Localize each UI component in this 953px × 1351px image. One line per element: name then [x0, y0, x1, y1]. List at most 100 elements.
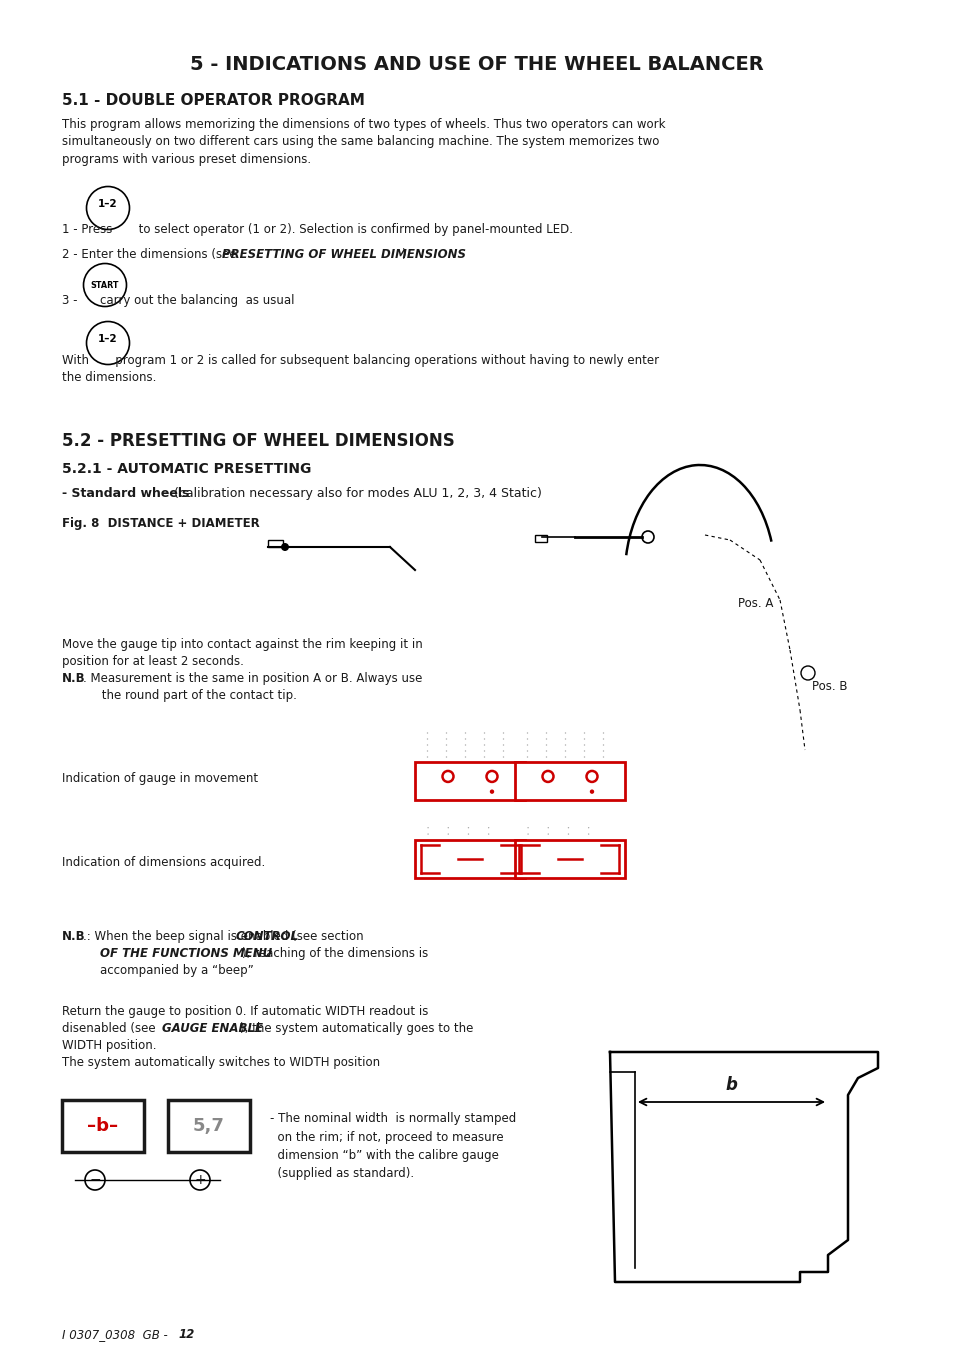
Circle shape — [545, 732, 547, 734]
Circle shape — [502, 732, 504, 734]
Circle shape — [447, 840, 449, 842]
FancyBboxPatch shape — [515, 762, 624, 800]
Text: Fig. 8  DISTANCE + DIAMETER: Fig. 8 DISTANCE + DIAMETER — [62, 517, 259, 530]
FancyBboxPatch shape — [415, 762, 524, 800]
Circle shape — [85, 1170, 105, 1190]
Circle shape — [564, 744, 566, 746]
Circle shape — [487, 827, 489, 828]
Circle shape — [583, 757, 584, 758]
Circle shape — [547, 827, 548, 828]
Circle shape — [564, 757, 566, 758]
FancyBboxPatch shape — [515, 840, 624, 878]
Circle shape — [545, 757, 547, 758]
Circle shape — [483, 732, 485, 734]
Circle shape — [587, 827, 589, 828]
Circle shape — [467, 846, 469, 847]
Circle shape — [447, 834, 449, 835]
Circle shape — [602, 732, 603, 734]
Text: 5.2.1 - AUTOMATIC PRESETTING: 5.2.1 - AUTOMATIC PRESETTING — [62, 462, 311, 476]
Circle shape — [445, 750, 447, 751]
Text: 3 -      carry out the balancing  as usual: 3 - carry out the balancing as usual — [62, 295, 294, 307]
Circle shape — [427, 827, 428, 828]
Text: –b–: –b– — [88, 1117, 118, 1135]
Text: disenabled (see: disenabled (see — [62, 1021, 159, 1035]
Circle shape — [483, 738, 485, 740]
Text: −: − — [89, 1173, 101, 1188]
Text: +: + — [194, 1173, 206, 1188]
Circle shape — [487, 834, 489, 835]
Text: 5.2 - PRESETTING OF WHEEL DIMENSIONS: 5.2 - PRESETTING OF WHEEL DIMENSIONS — [62, 432, 455, 450]
Circle shape — [547, 840, 548, 842]
Circle shape — [467, 840, 469, 842]
Circle shape — [489, 789, 494, 794]
Circle shape — [545, 738, 547, 740]
Text: Return the gauge to position 0. If automatic WIDTH readout is: Return the gauge to position 0. If autom… — [62, 1005, 428, 1019]
Text: 1 - Press       to select operator (1 or 2). Selection is confirmed by panel-mou: 1 - Press to select operator (1 or 2). S… — [62, 223, 573, 236]
Text: With       program 1 or 2 is called for subsequent balancing operations without : With program 1 or 2 is called for subseq… — [62, 354, 659, 367]
Circle shape — [526, 744, 528, 746]
Circle shape — [602, 750, 603, 751]
Text: Pos. B: Pos. B — [811, 680, 846, 693]
Circle shape — [583, 744, 584, 746]
Text: ), the system automatically goes to the: ), the system automatically goes to the — [240, 1021, 473, 1035]
Text: PRESETTING OF WHEEL DIMENSIONS: PRESETTING OF WHEEL DIMENSIONS — [222, 249, 465, 261]
Circle shape — [527, 827, 528, 828]
Text: The system automatically switches to WIDTH position: The system automatically switches to WID… — [62, 1056, 379, 1069]
Text: OF THE FUNCTIONS MENU: OF THE FUNCTIONS MENU — [100, 947, 272, 961]
Circle shape — [567, 827, 569, 828]
FancyBboxPatch shape — [268, 540, 283, 547]
Text: the dimensions.: the dimensions. — [62, 372, 156, 384]
Circle shape — [587, 846, 589, 847]
Circle shape — [467, 827, 469, 828]
Text: Indication of dimensions acquired.: Indication of dimensions acquired. — [62, 857, 265, 869]
Circle shape — [190, 1170, 210, 1190]
Text: N.B: N.B — [62, 671, 86, 685]
Circle shape — [502, 750, 504, 751]
Circle shape — [583, 732, 584, 734]
Text: 5.1 - DOUBLE OPERATOR PROGRAM: 5.1 - DOUBLE OPERATOR PROGRAM — [62, 93, 364, 108]
Text: START: START — [91, 281, 119, 289]
Text: 1–2: 1–2 — [98, 334, 117, 345]
FancyBboxPatch shape — [168, 1100, 250, 1152]
Text: ), reaching of the dimensions is: ), reaching of the dimensions is — [242, 947, 428, 961]
Circle shape — [426, 738, 428, 740]
Text: 5,7: 5,7 — [193, 1117, 225, 1135]
Text: Move the gauge tip into contact against the rim keeping it in: Move the gauge tip into contact against … — [62, 638, 422, 651]
Circle shape — [464, 744, 466, 746]
Text: - The nominal width  is normally stamped
  on the rim; if not, proceed to measur: - The nominal width is normally stamped … — [270, 1112, 516, 1181]
Circle shape — [583, 738, 584, 740]
Text: N.B: N.B — [62, 929, 86, 943]
Circle shape — [464, 757, 466, 758]
Circle shape — [526, 738, 528, 740]
Text: . Measurement is the same in position A or B. Always use: . Measurement is the same in position A … — [83, 671, 422, 685]
Text: WIDTH position.: WIDTH position. — [62, 1039, 156, 1052]
Circle shape — [502, 738, 504, 740]
Circle shape — [447, 827, 449, 828]
Circle shape — [427, 834, 428, 835]
Circle shape — [427, 840, 428, 842]
Circle shape — [427, 846, 428, 847]
Text: I 0307_0308  GB -: I 0307_0308 GB - — [62, 1328, 172, 1342]
Circle shape — [487, 846, 489, 847]
FancyBboxPatch shape — [535, 535, 546, 542]
Circle shape — [547, 834, 548, 835]
Circle shape — [545, 744, 547, 746]
Circle shape — [589, 789, 594, 794]
Text: GAUGE ENABLE: GAUGE ENABLE — [162, 1021, 263, 1035]
Circle shape — [564, 750, 566, 751]
Text: 1–2: 1–2 — [98, 199, 117, 209]
Circle shape — [545, 750, 547, 751]
Circle shape — [567, 846, 569, 847]
Circle shape — [426, 750, 428, 751]
Circle shape — [564, 738, 566, 740]
Circle shape — [445, 744, 447, 746]
Text: CONTROL: CONTROL — [235, 929, 298, 943]
Circle shape — [587, 834, 589, 835]
Text: 5 - INDICATIONS AND USE OF THE WHEEL BALANCER: 5 - INDICATIONS AND USE OF THE WHEEL BAL… — [190, 55, 763, 74]
Circle shape — [567, 840, 569, 842]
Circle shape — [547, 846, 548, 847]
Circle shape — [483, 750, 485, 751]
Circle shape — [602, 757, 603, 758]
Circle shape — [445, 732, 447, 734]
Circle shape — [567, 834, 569, 835]
